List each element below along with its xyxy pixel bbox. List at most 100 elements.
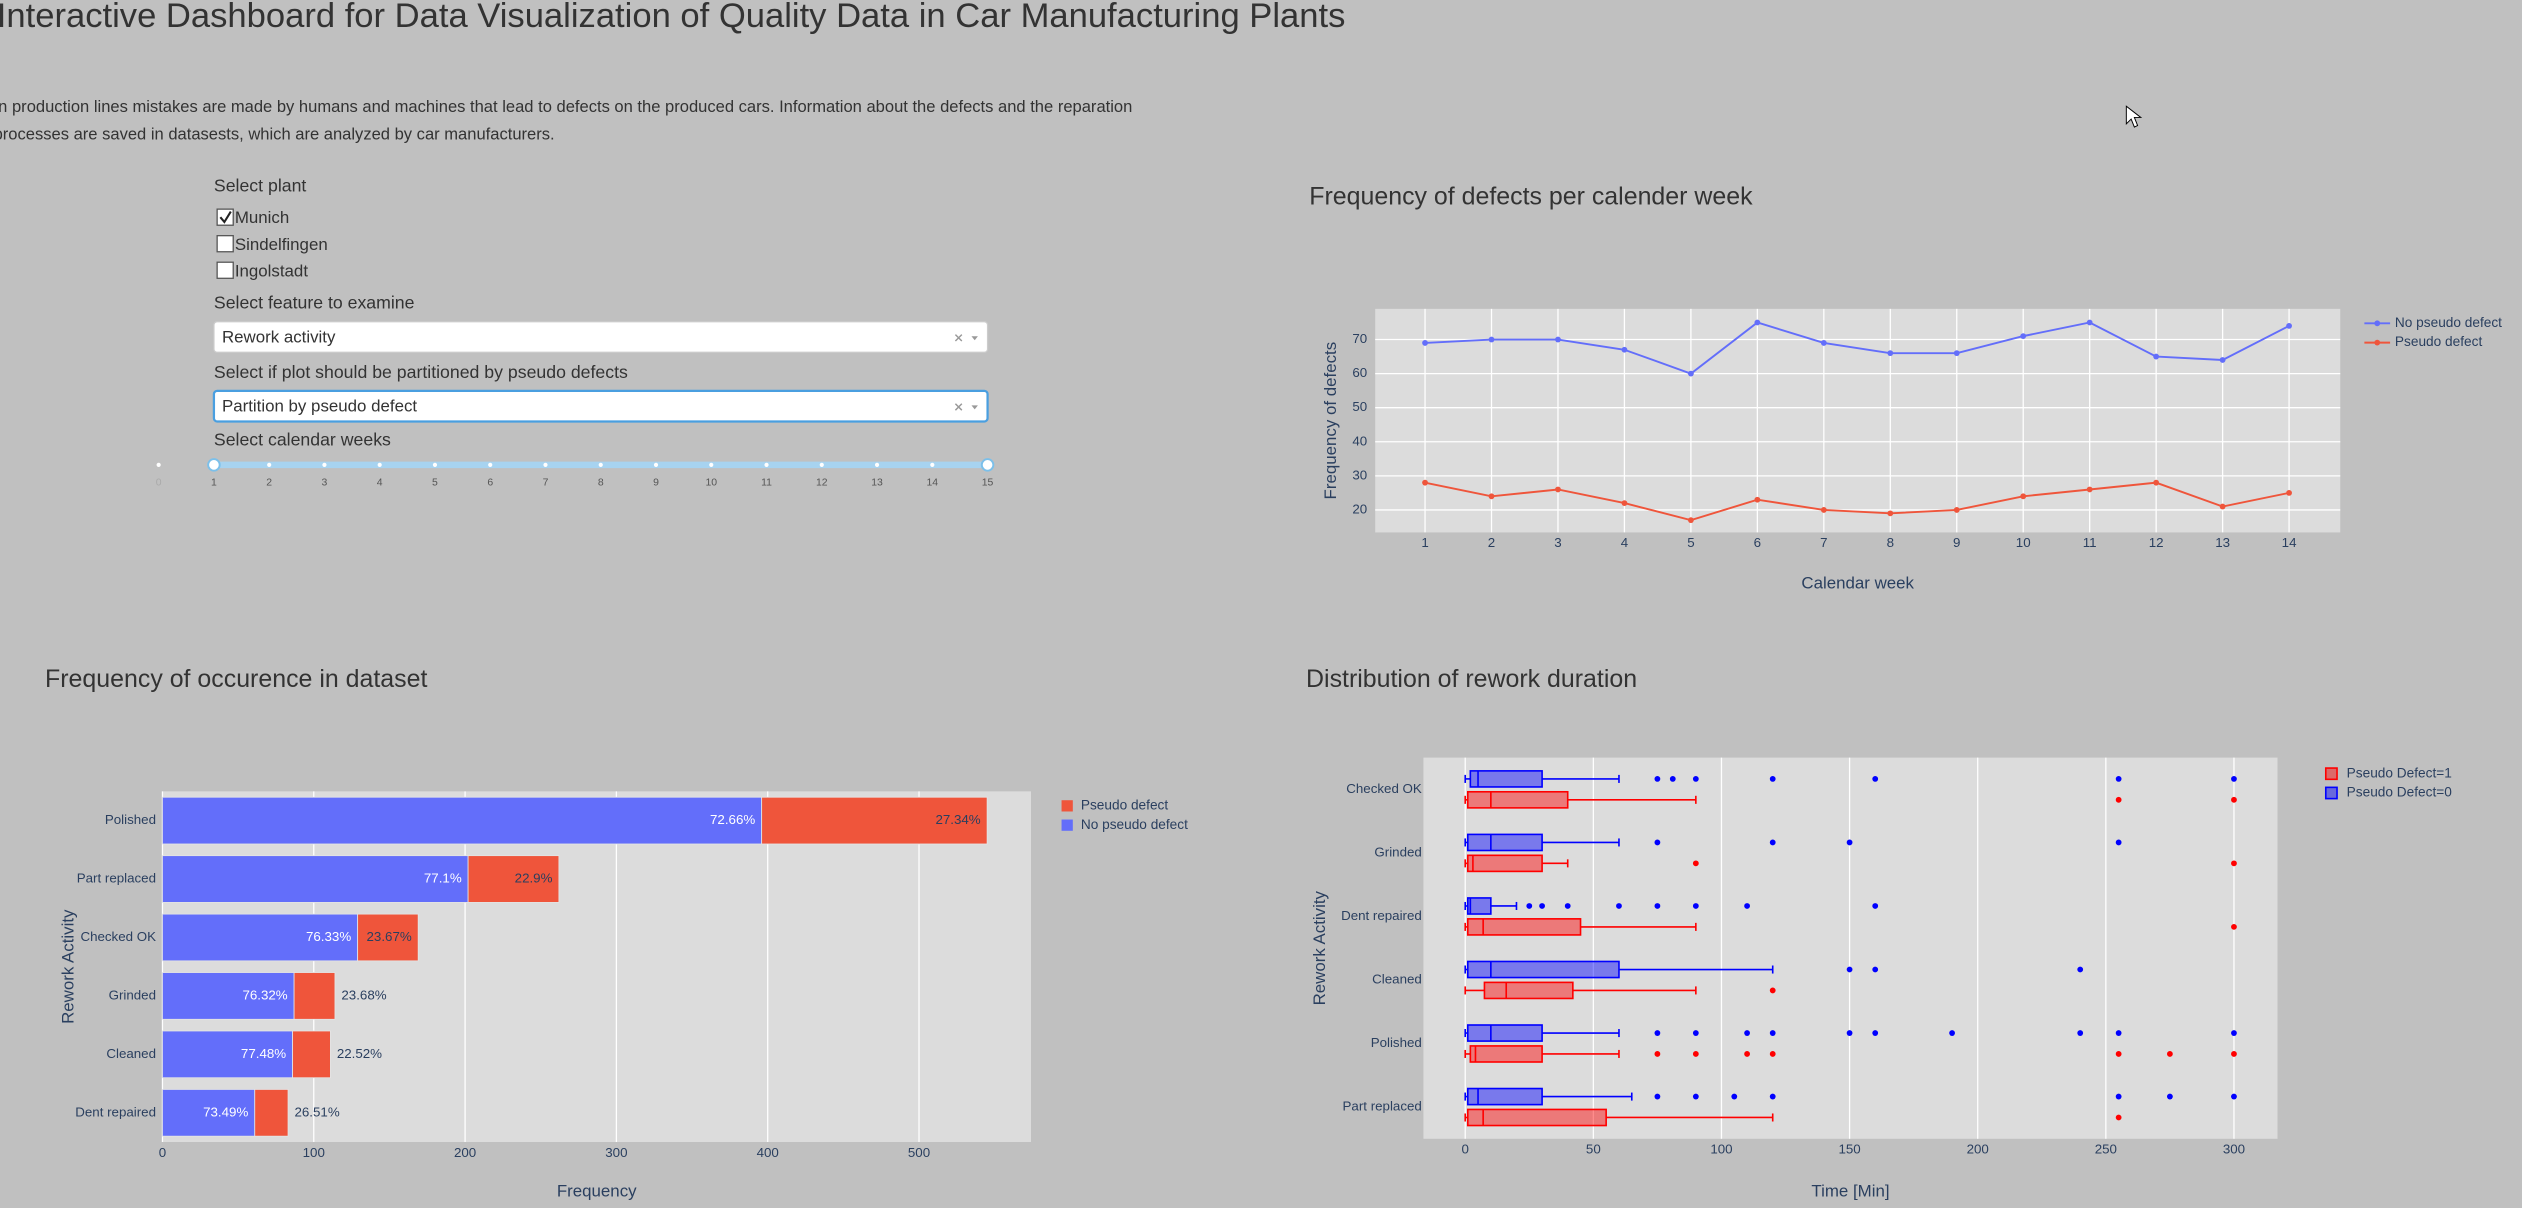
clear-icon[interactable] — [954, 403, 963, 411]
legend-label[interactable]: No pseudo defect — [1081, 817, 1188, 832]
box — [1469, 770, 1543, 788]
y-tick-label: 70 — [1352, 331, 1367, 346]
y-tick-label: 20 — [1352, 501, 1367, 516]
data-label: 26.51% — [294, 1104, 339, 1119]
outlier — [1744, 1030, 1750, 1036]
outlier — [1692, 1030, 1699, 1036]
checkbox[interactable] — [216, 235, 234, 253]
x-tick-label: 13 — [2215, 535, 2230, 550]
outlier — [2115, 776, 2122, 782]
x-tick-label: 10 — [2016, 535, 2031, 550]
x-axis-label: Calendar week — [1801, 573, 1914, 592]
checkbox-label[interactable]: Ingolstadt — [235, 261, 308, 280]
data-label: 72.66% — [710, 812, 755, 827]
control-label: Select feature to examine — [214, 293, 415, 313]
x-tick-label: 0 — [159, 1145, 166, 1160]
outlier — [2115, 1030, 2122, 1036]
legend-dot — [2374, 320, 2381, 327]
outlier — [2077, 966, 2084, 973]
y-axis-label: Frequency of defects — [1321, 342, 1340, 500]
outlier — [2167, 1093, 2173, 1100]
data-point — [1621, 346, 1628, 353]
data-label: 76.33% — [306, 929, 351, 944]
box — [1466, 833, 1543, 852]
bar — [292, 1030, 331, 1079]
slider-mark — [488, 462, 493, 467]
legend-label[interactable]: Pseudo Defect=1 — [2347, 765, 2452, 780]
data-label: 77.1% — [424, 871, 462, 886]
data-point — [2286, 323, 2292, 329]
slider-mark — [267, 462, 272, 467]
outlier — [1872, 903, 1879, 909]
outlier — [2231, 923, 2237, 930]
data-point — [1422, 340, 1428, 346]
data-label: 23.67% — [367, 929, 412, 944]
slider-mark — [598, 462, 603, 467]
checkbox-label[interactable]: Munich — [235, 208, 289, 227]
legend-label[interactable]: Pseudo defect — [1081, 797, 1169, 812]
legend-label[interactable]: Pseudo defect — [2395, 334, 2483, 349]
outlier — [1846, 839, 1853, 846]
x-axis-label: Time [Min] — [1811, 1181, 1889, 1200]
clear-icon[interactable] — [954, 334, 963, 342]
control-label: Select calendar weeks — [214, 429, 391, 449]
x-axis-label: Frequency — [557, 1181, 637, 1200]
checkbox[interactable] — [216, 261, 234, 279]
checkbox-label[interactable]: Sindelfingen — [235, 235, 328, 254]
slider-mark-label: 7 — [543, 477, 549, 488]
control-label: Select if plot should be partitioned by … — [214, 362, 628, 382]
dropdown[interactable] — [213, 321, 989, 353]
x-tick-label: 4 — [1621, 535, 1629, 550]
legend-dot — [2374, 339, 2381, 346]
bar — [357, 913, 419, 962]
outlier — [1654, 1051, 1661, 1057]
x-tick-label: 300 — [605, 1145, 627, 1160]
data-label: 23.68% — [341, 987, 386, 1002]
outlier — [1654, 1093, 1661, 1100]
outlier — [2231, 860, 2237, 867]
slider-mark-label: 14 — [926, 477, 938, 488]
x-tick-label: 3 — [1554, 535, 1561, 550]
slider-mark — [543, 462, 548, 467]
box — [1466, 790, 1569, 809]
y-tick-label: Grinded — [109, 987, 156, 1002]
box — [1466, 918, 1582, 936]
data-point — [2219, 357, 2226, 363]
outlier — [2115, 1114, 2122, 1121]
outlier — [2115, 1051, 2122, 1057]
y-axis-label: Rework Activity — [59, 909, 78, 1024]
description-line: processes are saved in datasests, which … — [0, 125, 555, 144]
legend-label[interactable]: Pseudo Defect=0 — [2347, 785, 2453, 800]
data-point — [1754, 496, 1761, 503]
x-tick-label: 100 — [303, 1145, 325, 1160]
outlier — [1872, 776, 1879, 782]
bar — [162, 913, 359, 962]
outlier — [1692, 776, 1699, 782]
slider-mark-label: 3 — [322, 477, 328, 488]
bar — [254, 1089, 289, 1137]
outlier — [2231, 1093, 2237, 1100]
outlier — [1692, 1093, 1699, 1100]
legend-label[interactable]: No pseudo defect — [2395, 315, 2502, 330]
data-point — [1688, 370, 1694, 377]
dropdown-arrow[interactable] — [971, 336, 978, 341]
outlier — [2231, 776, 2237, 782]
page-title: Interactive Dashboard for Data Visualiza… — [0, 0, 1345, 35]
dropdown-arrow[interactable] — [971, 405, 978, 410]
outlier — [1744, 1051, 1750, 1057]
slider-handle[interactable] — [980, 458, 995, 472]
box — [1483, 981, 1574, 1000]
x-tick-label: 1 — [1421, 535, 1428, 550]
y-tick-label: 60 — [1352, 365, 1367, 380]
bar — [761, 796, 988, 845]
outlier — [1846, 1030, 1853, 1036]
data-point — [1953, 350, 1960, 357]
dropdown[interactable] — [212, 389, 989, 423]
slider-handle[interactable] — [207, 458, 221, 472]
data-point — [1488, 336, 1495, 343]
bar — [467, 855, 560, 903]
legend-swatch — [1061, 800, 1073, 812]
data-label: 22.52% — [337, 1046, 382, 1061]
slider-mark-label: 0 — [156, 477, 162, 488]
